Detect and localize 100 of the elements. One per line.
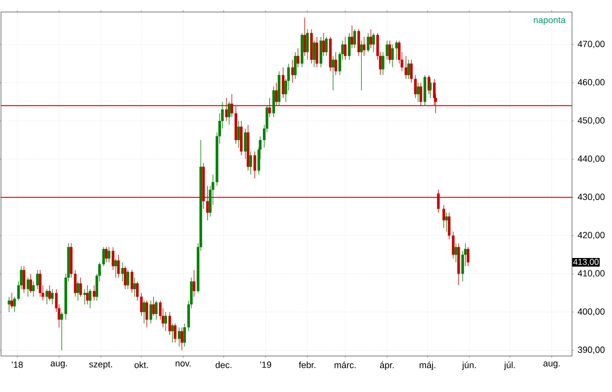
x-tick-label: júl. — [504, 362, 515, 370]
candlestick — [178, 327, 181, 347]
candlestick — [372, 32, 375, 52]
candlestick — [395, 40, 398, 60]
candlestick — [88, 288, 92, 309]
candlestick — [108, 246, 110, 263]
x-tick-label: febr. — [298, 362, 316, 368]
candlestick — [180, 327, 184, 351]
candlestick — [324, 36, 328, 56]
candlestick — [442, 204, 446, 228]
y-tick-label: 460,00 — [578, 79, 605, 86]
y-tick-label: 390,00 — [578, 346, 605, 354]
y-tick-label: 400,00 — [578, 308, 605, 316]
candlestick — [104, 246, 108, 263]
candlestick — [48, 284, 51, 301]
candlestick — [8, 296, 10, 312]
candlestick — [38, 270, 42, 298]
x-tick-label: ’19 — [260, 362, 272, 368]
candlestick — [416, 82, 420, 102]
candlestick — [86, 284, 89, 305]
candlestick — [192, 270, 196, 298]
candlestick — [237, 120, 240, 148]
text: 413,00 — [573, 258, 599, 266]
candlestick — [407, 59, 410, 80]
candlestick — [174, 323, 176, 343]
candlestick — [29, 274, 32, 294]
y-tick-label: 430,00 — [578, 194, 605, 202]
candlestick — [112, 246, 114, 270]
candlestick — [22, 266, 26, 294]
candlestick — [320, 36, 322, 68]
candlestick — [348, 32, 351, 60]
candlestick — [454, 242, 458, 263]
candlestick — [124, 266, 127, 290]
candlestick — [334, 52, 338, 76]
candlestick — [306, 28, 309, 60]
x-tick-label: aug. — [50, 362, 67, 368]
candlestick — [445, 212, 448, 232]
candlestick — [10, 292, 14, 309]
candlestick — [117, 254, 120, 278]
candlestick — [370, 28, 372, 49]
candlestick — [404, 56, 408, 80]
candlestick — [130, 270, 134, 294]
candlestick — [152, 296, 155, 316]
candlestick — [291, 59, 294, 84]
candlestick — [249, 151, 252, 175]
candlestick — [344, 36, 347, 60]
y-tick-label: 420,00 — [578, 232, 605, 240]
candlestick — [171, 323, 174, 343]
x-tick-label: dec. — [216, 362, 232, 368]
x-tick-label: jún. — [462, 362, 476, 370]
y-tick-label: 450,00 — [578, 117, 605, 125]
candlestick — [437, 189, 440, 213]
candlestick — [391, 44, 394, 68]
candlestick — [76, 281, 80, 301]
candlestick — [121, 262, 124, 282]
y-tick-label: 410,00 — [578, 270, 605, 278]
candlestick — [332, 56, 334, 91]
candlestick — [268, 98, 271, 118]
x-tick-label: márc. — [334, 362, 356, 368]
x-tick-label: nov. — [176, 362, 191, 366]
candlestick — [253, 151, 256, 179]
candlestick — [322, 32, 325, 56]
candlestick — [92, 284, 96, 301]
x-tick-label: ápr. — [380, 362, 394, 370]
candlestick — [419, 82, 422, 106]
candlestick — [142, 300, 146, 324]
y-tick-label: 440,00 — [578, 155, 605, 163]
candlestick — [272, 86, 276, 118]
candlestick — [168, 312, 172, 336]
candlestick — [388, 40, 392, 64]
candlestick — [466, 246, 470, 266]
candlestick — [357, 28, 360, 56]
candlestick — [353, 28, 356, 49]
x-tick-label: ’18 — [12, 362, 23, 368]
annotation: naponta — [534, 17, 566, 25]
x-tick-label: okt. — [134, 362, 148, 368]
y-tick-label: 470,00 — [578, 40, 605, 48]
candlestick — [36, 270, 39, 290]
candlestick — [83, 288, 86, 305]
candlestick — [366, 32, 370, 52]
x-tick-label: szept. — [89, 362, 112, 370]
candlestick — [294, 52, 297, 80]
candlestick — [50, 288, 54, 305]
candlestick — [296, 48, 300, 68]
candlestick — [225, 98, 228, 122]
candlestick — [275, 82, 278, 106]
candlestick — [150, 300, 152, 324]
candlestick — [164, 312, 168, 332]
candlestick — [46, 288, 48, 305]
candlestick — [133, 277, 136, 298]
candlestick — [282, 67, 284, 98]
candlestick — [126, 270, 130, 290]
candlestick — [303, 17, 306, 56]
candlestick — [114, 258, 118, 278]
x-tick-label: máj. — [420, 362, 436, 370]
candlestick — [362, 36, 366, 56]
candlestick — [145, 300, 148, 328]
candlestick — [316, 36, 318, 68]
candlestick — [228, 102, 230, 126]
x-tick-label: aug. — [543, 362, 560, 368]
